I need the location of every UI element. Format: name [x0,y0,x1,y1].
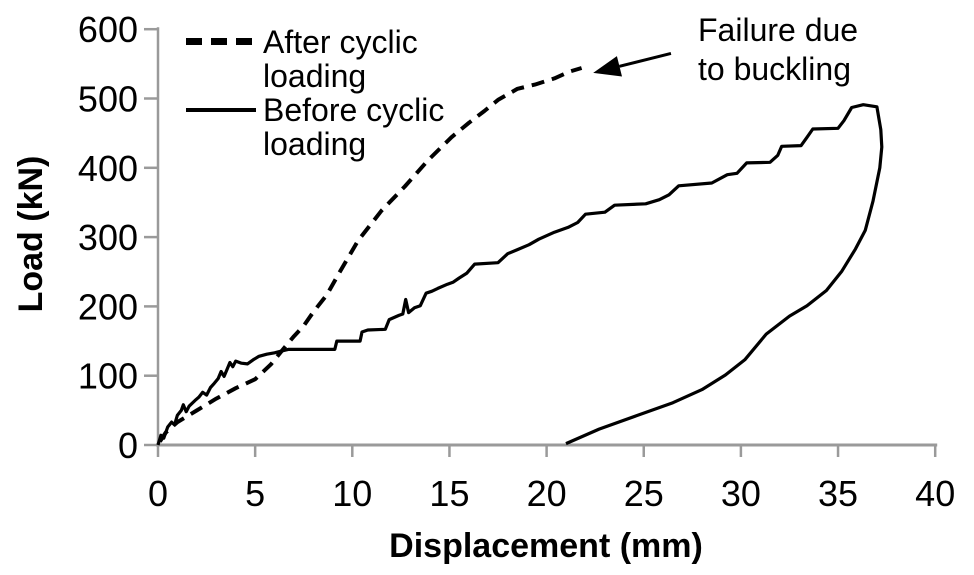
x-axis-title: Displacement (mm) [389,527,703,565]
curve-solid-before-cyclic-loading [156,103,884,446]
legend-dash [236,38,252,45]
legend-dash [186,38,202,45]
dashed-line-sample [186,38,256,45]
y-axis-title: Load (kN) [12,155,50,313]
x-tick-label: 35 [818,473,858,514]
failure-annotation-text: Failure due to buckling [698,12,859,87]
x-tick-label: 30 [721,473,761,514]
y-tick-label: 0 [118,425,138,466]
legend-item-before-cyclic: Before cyclic loading [186,93,453,161]
x-tick-label: 0 [148,473,168,514]
x-tick-label: 10 [332,473,372,514]
x-tick-label: 5 [245,473,265,514]
y-tick-label: 600 [78,9,138,50]
y-tick-label: 400 [78,148,138,189]
legend-dash [211,38,227,45]
legend-label-after-cyclic: After cyclic loading [263,24,418,94]
y-tick-label: 500 [78,79,138,120]
x-tick-label: 25 [624,473,664,514]
x-tick-label: 15 [429,473,469,514]
legend-label-before-cyclic: Before cyclic loading [263,92,445,162]
legend-item-after-cyclic: After cyclic loading [186,25,453,93]
legend: After cyclic loading Before cyclic loadi… [186,25,453,161]
y-tick-label: 300 [78,217,138,258]
annotation-arrow-head [593,56,622,77]
legend-sample-column [186,25,256,45]
x-tick-label: 40 [915,473,955,514]
x-tick-label: 20 [527,473,567,514]
y-tick-label: 100 [78,356,138,397]
legend-sample-column [186,93,256,112]
y-tick-label: 200 [78,286,138,327]
solid-line-sample [186,108,256,112]
annotation-arrow-line [619,51,672,68]
